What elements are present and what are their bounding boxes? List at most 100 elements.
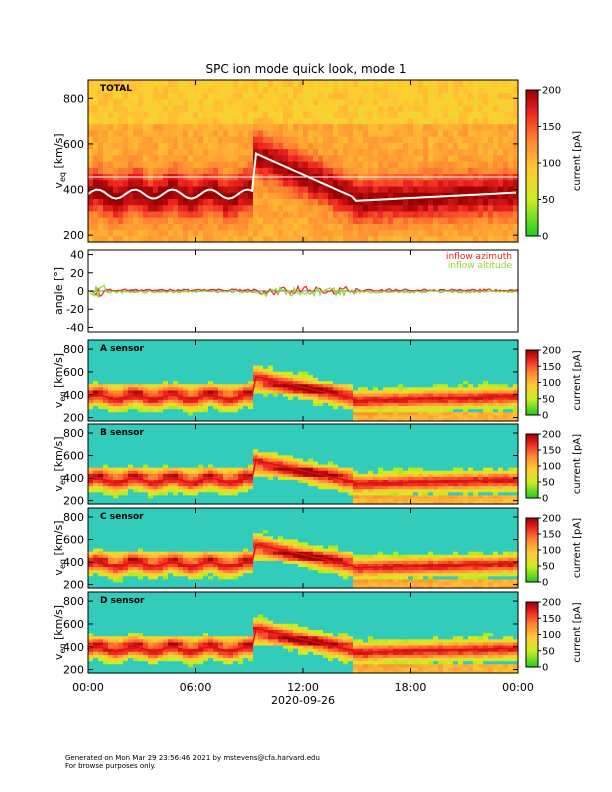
y-tick-label: 200 xyxy=(63,579,84,592)
legend-entry: inflow azimuth xyxy=(446,252,512,262)
panel-sensor-a: 200 400 600 800 A sensor veq [km/s] 0 50 100 150 2… xyxy=(52,339,583,425)
y-tick-label: 800 xyxy=(63,92,84,105)
panel-label: C sensor xyxy=(100,512,144,522)
colorbar xyxy=(525,601,539,668)
peak-current-ridge xyxy=(87,459,517,485)
colorbar-tick-label: 150 xyxy=(542,614,561,625)
colorbar-tick-label: 150 xyxy=(542,530,561,541)
peak-current-ridge xyxy=(87,375,517,402)
y-tick-label: 600 xyxy=(63,138,84,151)
peak-current-ridge xyxy=(87,543,517,569)
x-tick-label: 00:00 xyxy=(502,681,534,694)
y-axis-label: veq [km/s] xyxy=(52,520,67,575)
colorbar-tick-label: 150 xyxy=(542,122,561,133)
colorbar xyxy=(525,89,539,237)
colorbar-tick-label: 0 xyxy=(542,578,548,589)
y-tick-label: 0 xyxy=(77,285,84,298)
colorbar-label: current [pA] xyxy=(572,434,583,494)
peak-current-ridge xyxy=(87,627,517,654)
colorbar-tick-label: 50 xyxy=(542,478,555,489)
colorbar xyxy=(525,349,539,416)
x-date-label: 2020-09-26 xyxy=(271,694,335,707)
footer-browse-note: For browse purposes only. xyxy=(65,762,156,770)
colorbar-tick-label: 100 xyxy=(542,378,561,389)
x-tick-label: 00:00 xyxy=(72,681,104,694)
x-tick-label: 18:00 xyxy=(395,681,427,694)
y-tick-label: 400 xyxy=(63,389,84,402)
colorbar xyxy=(525,433,539,499)
panel-sensor-b: 200 400 600 800 B sensor veq [km/s] 0 50 100 150 2… xyxy=(52,423,583,508)
footer: Generated on Mon Mar 29 23:56:46 2021 by… xyxy=(65,754,320,770)
x-axis: 00:00 06:00 12:00 18:00 00:00 2020-09-26 xyxy=(72,80,534,707)
series-line-inflow-altitude xyxy=(89,283,519,298)
y-axis-label: veq [km/s] xyxy=(52,353,67,408)
colorbar-tick-label: 150 xyxy=(542,362,561,373)
colorbar-tick-label: 100 xyxy=(542,159,561,170)
y-tick-label: 400 xyxy=(63,184,84,197)
colorbar-tick-label: 0 xyxy=(542,411,548,422)
y-tick-label: 40 xyxy=(70,249,84,262)
colorbar-tick-label: 50 xyxy=(542,646,555,657)
heatmap-cells xyxy=(88,340,519,422)
y-axis-label: veq [km/s] xyxy=(52,133,67,188)
y-tick-label: 200 xyxy=(63,412,84,425)
y-tick-label: 600 xyxy=(63,366,84,379)
y-tick-label: 400 xyxy=(63,472,84,485)
colorbar-tick-label: 100 xyxy=(542,630,561,641)
y-tick-label: 600 xyxy=(63,450,84,463)
heatmap-cells xyxy=(88,592,519,674)
colorbar-label: current [pA] xyxy=(572,602,583,662)
x-tick-label: 06:00 xyxy=(180,681,212,694)
y-tick-label: 400 xyxy=(63,556,84,569)
heatmap-cells xyxy=(88,80,519,243)
panel-sensor-d: 200 400 600 800 D sensor veq [km/s] 0 50 100 150 2… xyxy=(52,591,583,677)
y-tick-label: 600 xyxy=(63,534,84,547)
colorbar-tick-label: 50 xyxy=(542,394,555,405)
y-tick-label: -40 xyxy=(66,321,84,334)
colorbar-tick-label: 0 xyxy=(542,232,548,243)
colorbar-tick-label: 200 xyxy=(542,598,561,609)
y-tick-label: 200 xyxy=(63,495,84,508)
colorbar-tick-label: 200 xyxy=(542,430,561,441)
legend-entry: inflow altitude xyxy=(448,261,513,271)
colorbar-label: current [pA] xyxy=(572,518,583,578)
y-tick-label: -20 xyxy=(66,303,84,316)
panel-label: B sensor xyxy=(100,428,144,438)
colorbar-tick-label: 50 xyxy=(542,562,555,573)
colorbar-tick-label: 150 xyxy=(542,446,561,457)
footer-generated: Generated on Mon Mar 29 23:56:46 2021 by… xyxy=(65,754,320,762)
colorbar-tick-label: 200 xyxy=(542,514,561,525)
figure-title: SPC ion mode quick look, mode 1 xyxy=(206,62,407,76)
y-axis-label: angle [°] xyxy=(52,267,65,315)
y-axis-label: veq [km/s] xyxy=(52,436,67,491)
colorbar-tick-label: 200 xyxy=(542,346,561,357)
y-tick-label: 200 xyxy=(63,664,84,677)
colorbar xyxy=(525,517,539,583)
y-tick-label: 20 xyxy=(70,267,84,280)
colorbar-tick-label: 50 xyxy=(542,195,555,206)
panel-sensor-c: 200 400 600 800 C sensor veq [km/s] 0 50 100 150 2… xyxy=(52,507,583,592)
colorbar-label: current [pA] xyxy=(572,350,583,410)
y-tick-label: 800 xyxy=(63,343,84,356)
colorbar-tick-label: 100 xyxy=(542,546,561,557)
y-tick-label: 400 xyxy=(63,641,84,654)
colorbar-tick-label: 100 xyxy=(542,462,561,473)
colorbar-tick-label: 0 xyxy=(542,663,548,674)
colorbar-tick-label: 200 xyxy=(542,86,561,97)
panel-label: A sensor xyxy=(100,344,145,354)
panel-label: TOTAL xyxy=(100,84,132,94)
peak-current-ridge xyxy=(87,152,517,202)
x-tick-label: 12:00 xyxy=(287,681,319,694)
y-tick-label: 200 xyxy=(63,229,84,242)
y-tick-label: 600 xyxy=(63,618,84,631)
y-tick-label: 800 xyxy=(63,595,84,608)
colorbar-label: current [pA] xyxy=(572,131,583,191)
heatmap-cells xyxy=(88,508,519,589)
y-tick-label: 800 xyxy=(63,511,84,524)
y-tick-label: 800 xyxy=(63,427,84,440)
panel-total: 200 400 600 800 TOTAL veq [km/s] 0 50 100 150 200 c… xyxy=(52,79,583,243)
colorbar-tick-label: 0 xyxy=(542,494,548,505)
y-axis-label: veq [km/s] xyxy=(52,605,67,660)
